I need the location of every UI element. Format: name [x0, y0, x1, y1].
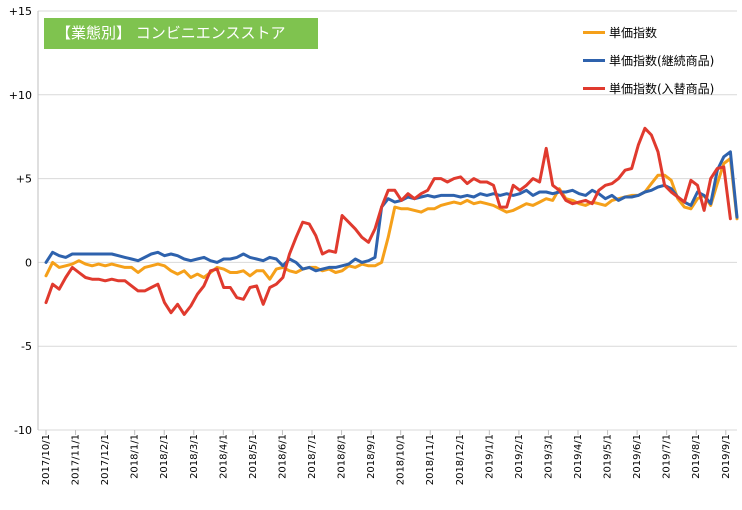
x-tick-label: 2018/5/1: [248, 434, 259, 479]
series-line: [44, 157, 739, 281]
x-tick-label: 2019/2/1: [514, 434, 525, 479]
x-axis: 2017/10/1 2017/11/1 2017/12/1 2018/1/1 2018/…: [41, 430, 732, 485]
x-tick-label: 2018/2/1: [159, 434, 170, 479]
x-tick-label: 2019/7/1: [662, 434, 673, 479]
series-line: [44, 150, 739, 273]
y-tick-label: -10: [14, 424, 32, 437]
x-tick-label: 2019/6/1: [632, 434, 643, 479]
x-tick-label: 2019/4/1: [573, 434, 584, 479]
x-tick-label: 2019/3/1: [543, 434, 554, 479]
y-tick-label: 0: [25, 256, 32, 269]
x-tick-label: 2017/12/1: [100, 434, 111, 485]
gridlines: [38, 10, 737, 431]
x-tick-label: 2019/9/1: [721, 434, 732, 479]
y-tick-label: +15: [9, 5, 32, 18]
legend: 単価指数 単価指数(継続商品) 単価指数(入替商品): [583, 18, 741, 102]
x-tick-label: 2019/5/1: [603, 434, 614, 479]
x-tick-label: 2018/8/1: [337, 434, 348, 479]
x-tick-label: 2018/4/1: [218, 434, 229, 479]
x-tick-label: 2018/7/1: [307, 434, 318, 479]
x-tick-label: 2018/10/1: [396, 434, 407, 485]
legend-item-replaced-products: 単価指数(入替商品): [583, 74, 741, 102]
y-axis: +15 +10 +5 0 -5 -10: [9, 5, 39, 437]
legend-swatch: [583, 30, 605, 34]
x-tick-label: 2018/9/1: [366, 434, 377, 479]
legend-label: 単価指数(継続商品): [609, 53, 715, 68]
x-tick-label: 2018/11/1: [425, 434, 436, 485]
legend-swatch: [583, 86, 605, 90]
series-lines: [44, 126, 739, 316]
legend-item-continuing-products: 単価指数(継続商品): [583, 46, 741, 74]
legend-item-unit-price-index: 単価指数: [583, 18, 741, 46]
series-line: [44, 126, 732, 316]
legend-label: 単価指数(入替商品): [609, 81, 715, 96]
x-tick-label: 2018/12/1: [455, 434, 466, 485]
x-tick-label: 2018/3/1: [189, 434, 200, 479]
x-tick-label: 2019/8/1: [691, 434, 702, 479]
x-tick-label: 2018/6/1: [277, 434, 288, 479]
y-tick-label: +5: [16, 173, 32, 186]
x-tick-label: 2018/1/1: [130, 434, 141, 479]
legend-label: 単価指数: [609, 25, 658, 40]
chart-title: 【業態別】 コンビニエンスストア: [44, 18, 318, 49]
y-tick-label: +10: [9, 89, 32, 102]
x-tick-label: 2017/11/1: [71, 434, 82, 485]
x-tick-label: 2017/10/1: [41, 434, 52, 485]
x-tick-label: 2019/1/1: [484, 434, 495, 479]
legend-swatch: [583, 58, 605, 62]
y-tick-label: -5: [21, 340, 32, 353]
